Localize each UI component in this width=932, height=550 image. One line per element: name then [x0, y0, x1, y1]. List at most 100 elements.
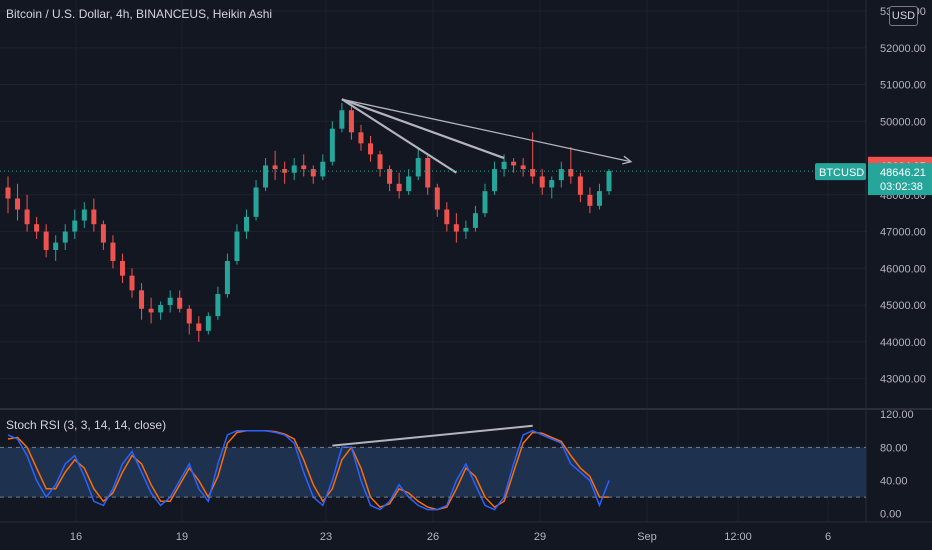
candle [43, 224, 49, 258]
candle-body [329, 128, 335, 162]
candle [606, 169, 612, 195]
rsi-tick-label: 120.00 [880, 409, 914, 421]
candle-body [215, 294, 221, 317]
candle-body [186, 308, 192, 324]
last-price-bg [868, 163, 932, 196]
candle [368, 136, 374, 162]
candle-body [62, 231, 68, 243]
candle-body [43, 231, 49, 250]
trendline-arrow [622, 155, 633, 165]
candle [253, 180, 259, 221]
rsi-tick-label: 40.00 [880, 476, 908, 488]
candle [148, 297, 154, 324]
candle [81, 202, 87, 228]
candle [310, 165, 316, 184]
candle [396, 172, 402, 199]
candle [492, 161, 498, 195]
candle-body [91, 209, 97, 225]
candle-body [234, 231, 240, 261]
candle-body [53, 242, 59, 250]
candle-body [568, 169, 574, 177]
candle-body [224, 260, 230, 295]
candle-body [434, 187, 440, 210]
candle [139, 283, 145, 320]
candle [387, 165, 393, 192]
candle [339, 102, 345, 133]
candle-body [520, 165, 526, 170]
candle-body [558, 169, 564, 181]
candle [348, 106, 354, 140]
candles [5, 102, 612, 342]
trendline [341, 98, 632, 163]
candle-body [406, 176, 412, 192]
candle-body [148, 308, 154, 313]
candle [234, 224, 240, 265]
candle [539, 169, 545, 195]
candle [53, 235, 59, 261]
rsi-title: Stoch RSI (3, 3, 14, 14, close) [6, 418, 167, 432]
symbol-tag-bg [815, 163, 866, 181]
candle [444, 202, 450, 232]
candle-body [472, 213, 478, 228]
x-tick-label: Sep [637, 531, 657, 543]
price-tick-label: 43000.00 [880, 374, 926, 386]
candle [196, 316, 202, 342]
candle [291, 158, 297, 181]
candle-body [301, 165, 307, 170]
candle-body [501, 161, 507, 170]
candle [158, 301, 164, 320]
candle [167, 290, 173, 313]
candle-body [291, 165, 297, 173]
candle [463, 220, 469, 239]
candle-body [482, 191, 488, 214]
candle-body [549, 180, 555, 188]
rsi-band [0, 447, 866, 498]
candle-body [415, 158, 421, 177]
candle-body [205, 316, 211, 331]
last-price-label: 48646.21 [880, 167, 926, 179]
candle-body [368, 143, 374, 155]
candle [577, 172, 583, 203]
price-tick-label: 51000.00 [880, 80, 926, 92]
candle-body [453, 224, 459, 232]
candle-body [310, 169, 316, 177]
candle-body [5, 187, 11, 199]
countdown-label: 03:02:38 [880, 181, 923, 193]
candle-body [81, 209, 87, 221]
x-tick-label: 6 [825, 531, 831, 543]
candle [568, 147, 574, 184]
price-tick-label: 46000.00 [880, 263, 926, 275]
candle-body [243, 216, 249, 232]
trendline [341, 98, 505, 160]
candle [596, 183, 602, 210]
candle [100, 220, 106, 250]
candle [549, 176, 555, 199]
candle-body [377, 154, 383, 170]
candle [520, 158, 526, 177]
candle-body [387, 169, 393, 184]
rsi-tick-label: 0.00 [880, 509, 901, 521]
candle-body [606, 171, 612, 192]
candle-body [348, 110, 354, 133]
candle [215, 286, 221, 320]
candle [434, 183, 440, 217]
candle [587, 187, 593, 214]
currency-button[interactable]: USD [889, 6, 918, 26]
candle-body [511, 161, 517, 166]
candle [15, 183, 21, 221]
price-tick-label: 50000.00 [880, 116, 926, 128]
candle-body [110, 242, 116, 261]
symbol-tag: BTCUSD [819, 167, 864, 179]
candle-body [596, 191, 602, 206]
candle-body [320, 161, 326, 177]
candle [329, 121, 335, 166]
candle-body [396, 183, 402, 192]
candle-body [34, 224, 40, 232]
candle-body [139, 290, 145, 309]
candle [425, 154, 431, 195]
x-tick-label: 26 [427, 531, 439, 543]
price-tick-label: 47000.00 [880, 227, 926, 239]
candle [205, 312, 211, 335]
candle-body [129, 275, 135, 291]
